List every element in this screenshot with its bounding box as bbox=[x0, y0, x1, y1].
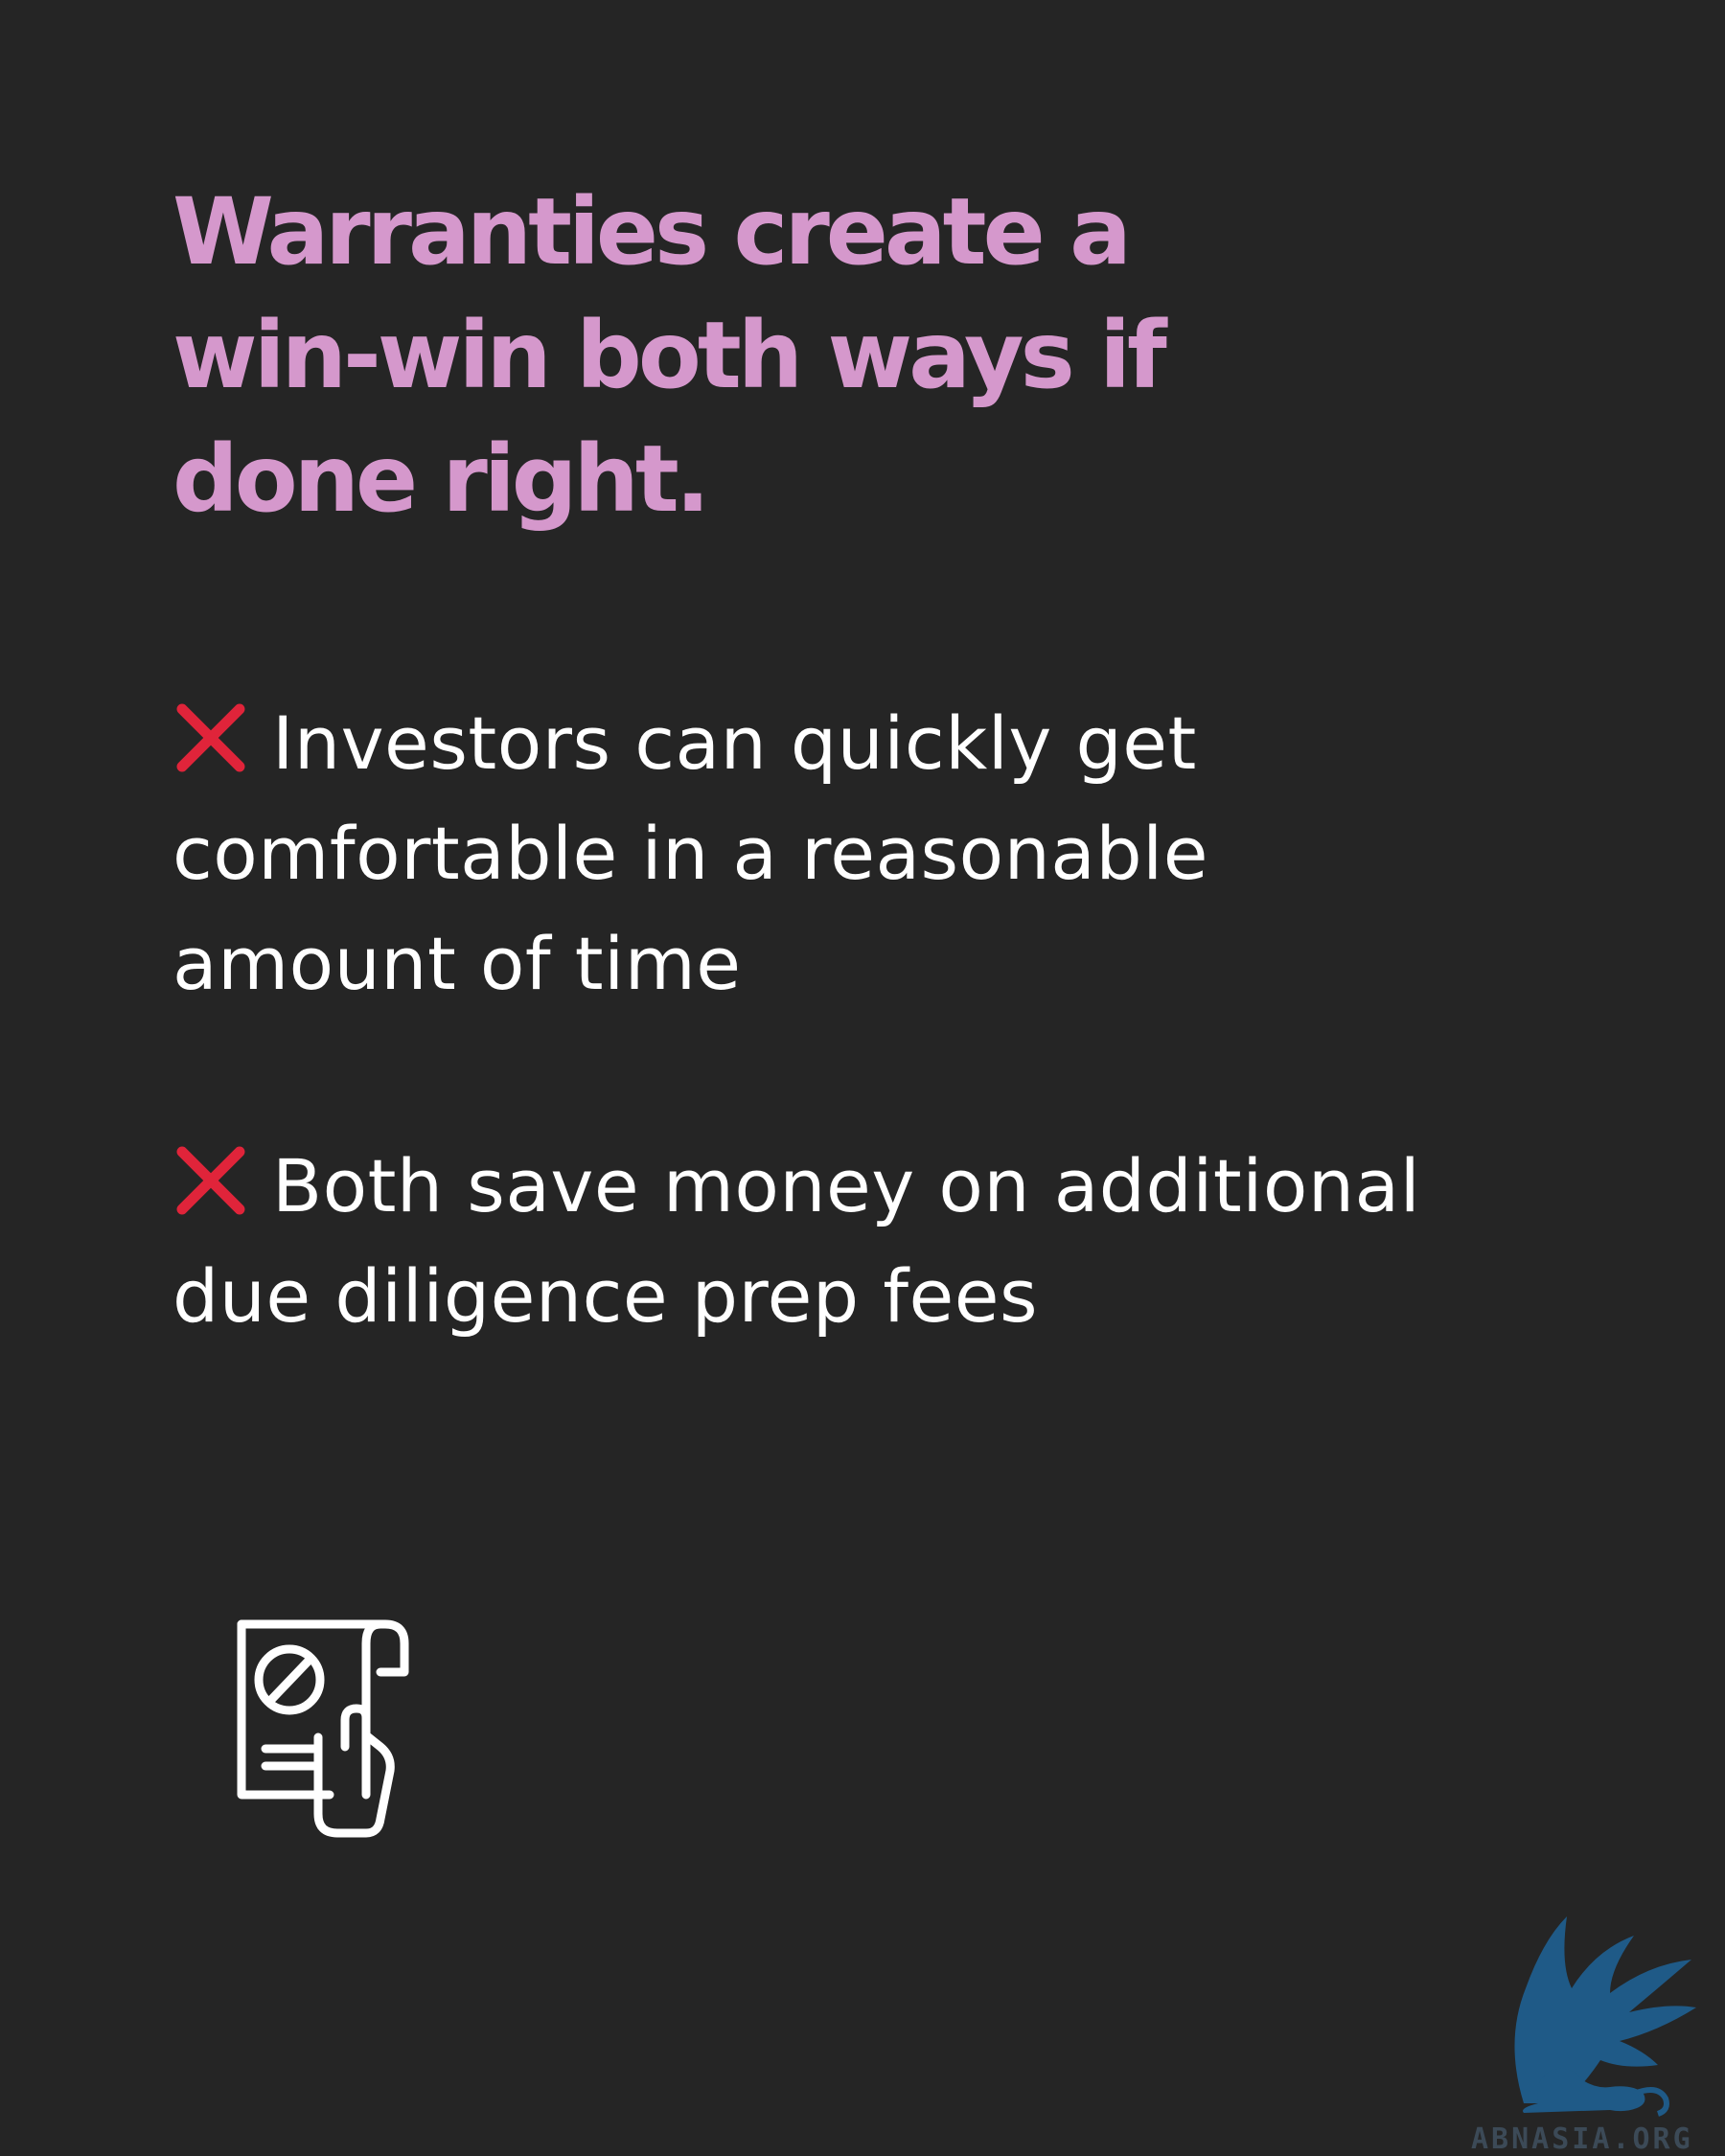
headline-line-3: done right. bbox=[172, 425, 710, 533]
point-1-line-3: amount of time bbox=[172, 921, 742, 1006]
winged-griffin-logo-icon bbox=[1514, 1916, 1696, 2117]
cross-mark-icon bbox=[176, 1146, 245, 1215]
point-save-money: Both save money on additional due dilige… bbox=[172, 1131, 1610, 1351]
point-investors-comfortable: Investors can quickly get comfortable in… bbox=[172, 688, 1610, 1019]
cross-mark-icon bbox=[176, 703, 245, 772]
point-2-line-2: due diligence prep fees bbox=[172, 1253, 1039, 1339]
headline-line-2: win-win both ways if bbox=[172, 302, 1167, 409]
point-1-line-2: comfortable in a reasonable bbox=[172, 811, 1208, 896]
headline-line-1: Warranties create a bbox=[172, 178, 1132, 286]
document-with-prohibited-sign-in-hand-icon bbox=[237, 1619, 409, 1838]
point-2-line-1: Both save money on additional bbox=[172, 1131, 1610, 1241]
watermark-text: ABNASIA.ORG bbox=[1471, 2122, 1693, 2156]
point-1-line-1: Investors can quickly get bbox=[172, 688, 1610, 798]
point-1-text-1: Investors can quickly get bbox=[272, 700, 1197, 786]
point-2-text-1: Both save money on additional bbox=[272, 1143, 1421, 1228]
headline: Warranties create a win-win both ways if… bbox=[172, 171, 1514, 541]
